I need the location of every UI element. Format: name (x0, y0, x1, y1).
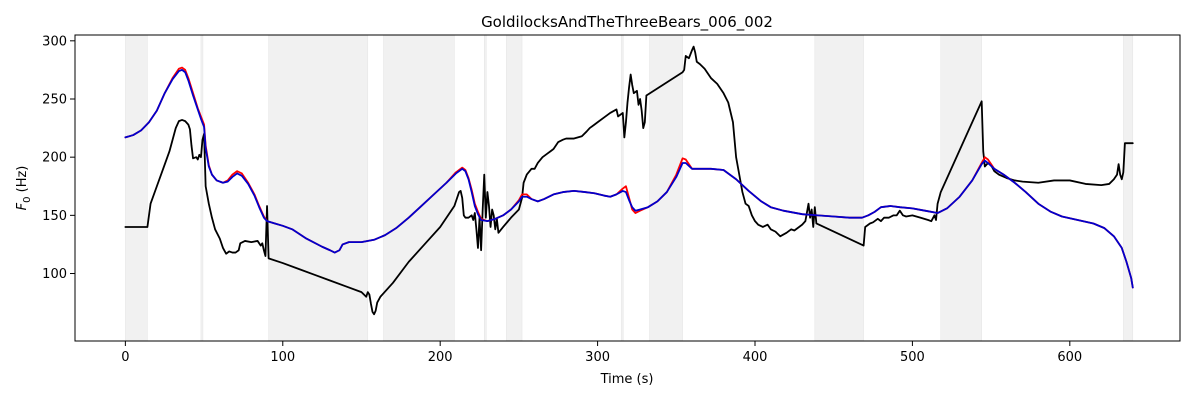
chart-title: GoldilocksAndTheThreeBears_006_002 (481, 13, 773, 32)
shaded-region (383, 35, 455, 341)
y-tick-label: 100 (42, 267, 67, 282)
x-tick-label: 300 (585, 350, 610, 365)
series-lines (124, 45, 1134, 316)
shaded-region (268, 35, 369, 341)
y-axis-title-unit: (Hz) (15, 166, 30, 197)
y-axis-ticks: 100 150 200 250 300 (42, 34, 75, 282)
shaded-region (940, 35, 982, 341)
y-axis-title-main: F (15, 202, 30, 210)
y-axis-title-subscript: 0 (22, 197, 33, 203)
y-tick-label: 150 (42, 209, 67, 224)
shaded-region (506, 35, 523, 341)
plot-frame (74, 34, 1181, 342)
x-axis-ticks: 0 100 200 300 400 500 600 (121, 341, 1082, 365)
shaded-region (814, 35, 864, 341)
x-tick-label: 400 (743, 350, 768, 365)
series-line-2 (124, 69, 1134, 289)
shaded-region (125, 35, 148, 341)
x-tick-label: 100 (270, 350, 295, 365)
shaded-region (649, 35, 683, 341)
x-tick-label: 600 (1057, 350, 1082, 365)
x-tick-label: 0 (121, 350, 129, 365)
x-tick-label: 500 (900, 350, 925, 365)
shaded-regions (125, 35, 1134, 341)
y-tick-label: 250 (42, 92, 67, 107)
y-tick-label: 200 (42, 151, 67, 166)
x-axis-title: Time (s) (600, 372, 654, 387)
shaded-region (200, 35, 204, 341)
shaded-region (1123, 35, 1134, 341)
x-tick-label: 200 (428, 350, 453, 365)
series-line-0 (124, 45, 1134, 316)
y-tick-label: 300 (42, 34, 67, 49)
y-axis-title: F0 (Hz) (15, 166, 33, 211)
